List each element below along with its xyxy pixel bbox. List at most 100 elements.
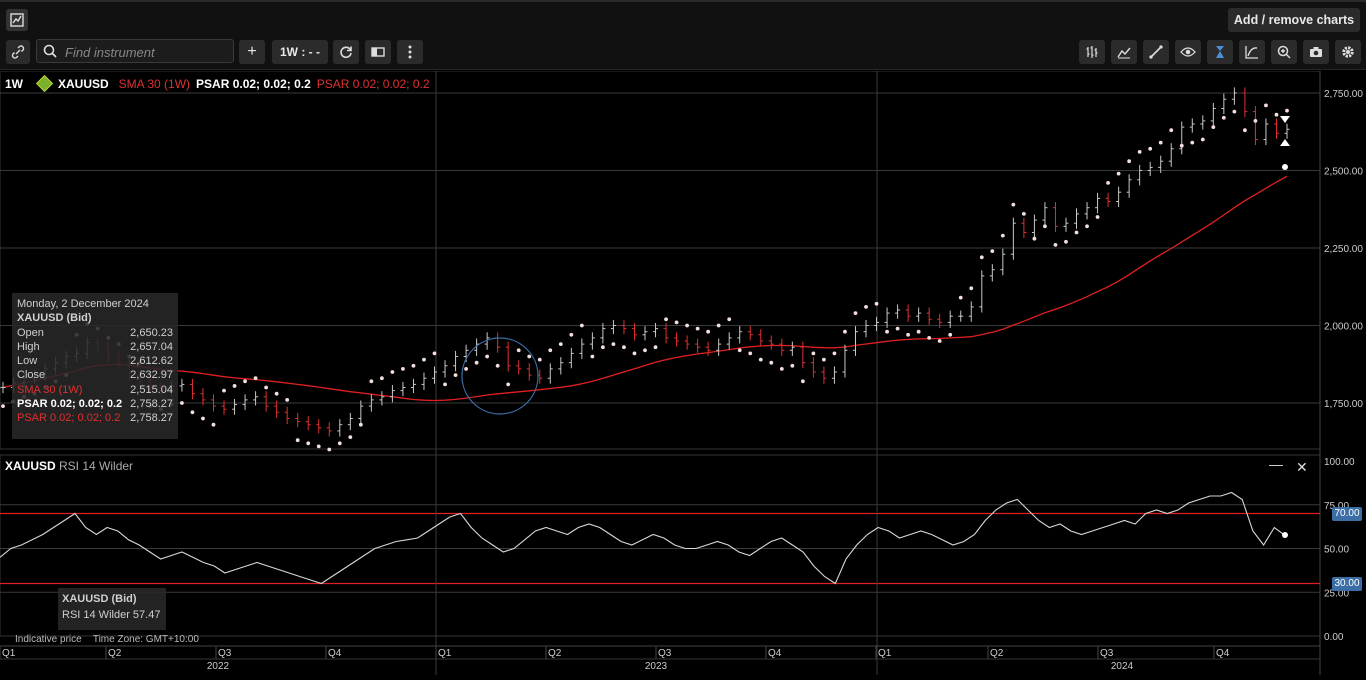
rsi-tick-label: 75.00 — [1324, 501, 1349, 512]
price-tick-label: 2,250.00 — [1324, 244, 1363, 255]
marker-down-icon — [1280, 116, 1290, 123]
link-icon[interactable] — [6, 40, 30, 64]
psar-dot — [748, 351, 753, 356]
psar-dot — [1043, 224, 1047, 229]
psar-dot — [411, 363, 416, 368]
psar-dot — [727, 317, 732, 322]
psar-dot — [422, 357, 426, 362]
psar-dot — [864, 305, 868, 309]
psar-dot — [180, 401, 184, 405]
psar-dot — [337, 441, 342, 446]
psar-dot — [190, 410, 195, 415]
close-panel-icon[interactable]: ✕ — [1296, 459, 1308, 475]
rsi-tick-label: 50.00 — [1324, 545, 1349, 556]
psar-dot — [1274, 112, 1279, 117]
psar-dot — [1179, 143, 1184, 148]
add-instrument-button[interactable]: + — [239, 40, 265, 64]
psar-dot — [1158, 140, 1163, 145]
more-options-icon[interactable] — [397, 40, 423, 64]
pointer-icon[interactable] — [1207, 40, 1233, 64]
draw-line-icon[interactable] — [1143, 40, 1169, 64]
psar-dot — [653, 345, 658, 350]
psar-dot — [569, 332, 574, 337]
psar-dot — [379, 376, 384, 381]
price-tick-label: 1,750.00 — [1324, 399, 1363, 410]
grid: 2,750.00 2,500.00 2,250.00 2,000.00 1,750.00… — [0, 70, 1363, 675]
minimize-panel-icon[interactable]: — — [1269, 456, 1283, 472]
psar-dot — [558, 342, 563, 346]
year-label: 2024 — [1111, 661, 1134, 672]
psar-dot — [1221, 115, 1226, 120]
psar-dot — [495, 363, 500, 368]
chart-menu-icon[interactable] — [6, 9, 28, 31]
psar-dot — [969, 286, 974, 291]
top-bar: Add / remove charts — [0, 0, 1366, 34]
psar-dot — [832, 351, 837, 356]
marker-up-icon — [1280, 139, 1290, 146]
psar-dot — [843, 329, 847, 334]
psar-dot — [927, 336, 932, 340]
rsi-line — [0, 491, 1286, 585]
psar-dot — [1032, 236, 1037, 241]
psar-dot — [790, 363, 795, 368]
quarter-label: Q3 — [1100, 648, 1114, 659]
legend-psar-red[interactable]: PSAR 0.02; 0.02; 0.2 — [316, 76, 430, 91]
psar-dot — [769, 360, 774, 365]
gear-icon[interactable] — [1335, 40, 1361, 64]
legend-psar-white[interactable]: PSAR 0.02; 0.02; 0.2 — [196, 76, 311, 91]
price-tick-label: 2,000.00 — [1324, 322, 1363, 333]
candles-icon[interactable] — [1111, 40, 1137, 64]
psar-dot — [990, 249, 995, 254]
psar-dot — [664, 317, 668, 322]
bars-icon[interactable] — [1079, 40, 1105, 64]
psar-dot — [264, 385, 269, 390]
psar-dot — [390, 370, 395, 374]
psar-dots — [1, 103, 1289, 452]
interval-button[interactable]: 1W : - - — [272, 40, 328, 64]
psar-dot — [1095, 215, 1100, 219]
psar-dot — [485, 354, 490, 359]
psar-dot — [506, 382, 511, 387]
psar-dot — [674, 320, 679, 325]
quarter-label: Q1 — [438, 648, 452, 659]
psar-dot — [464, 367, 468, 371]
psar-dot — [316, 444, 321, 449]
instrument-search[interactable] — [36, 39, 234, 63]
legend-sma[interactable]: SMA 30 (1W) — [118, 76, 191, 91]
price-bars — [0, 87, 1290, 437]
camera-icon[interactable] — [1303, 40, 1329, 64]
quarter-label: Q4 — [768, 648, 782, 659]
layout-icon[interactable] — [365, 40, 391, 64]
quarter-label: Q4 — [1216, 648, 1230, 659]
psar-dot — [201, 416, 205, 421]
psar-dot — [937, 339, 942, 343]
search-input[interactable] — [63, 42, 232, 62]
price-chart-svg[interactable]: 2,750.00 2,500.00 2,250.00 2,000.00 1,750.00… — [0, 70, 1366, 675]
psar-dot — [327, 447, 332, 452]
quarter-label: Q4 — [328, 648, 342, 659]
psar-dot — [211, 422, 216, 427]
psar-dot — [1085, 224, 1089, 229]
price-tick-label: 2,500.00 — [1324, 167, 1363, 178]
add-remove-charts-button[interactable]: Add / remove charts — [1228, 8, 1360, 32]
refresh-icon[interactable] — [333, 40, 359, 64]
chart-area[interactable]: 2,750.00 2,500.00 2,250.00 2,000.00 1,750.00… — [0, 70, 1366, 675]
indicator-icon[interactable] — [1239, 40, 1265, 64]
last-psar-dot — [1282, 164, 1288, 170]
zoom-icon[interactable] — [1271, 40, 1297, 64]
psar-dot — [632, 351, 637, 356]
psar-dot — [1116, 171, 1121, 176]
psar-dot — [622, 345, 626, 350]
psar-dot — [295, 438, 300, 443]
chart-toolbar: + 1W : - - — [0, 34, 1366, 70]
eye-icon[interactable] — [1175, 40, 1201, 64]
psar-dot — [590, 354, 595, 359]
rsi-tick-label: 0.00 — [1324, 632, 1344, 643]
rsi-polyline — [0, 491, 1286, 585]
psar-dot — [358, 422, 363, 427]
tooltip-row-high: High 2,657.04 — [17, 340, 173, 353]
tooltip-row-low: Low 2,612.62 — [17, 355, 173, 368]
psar-dot — [716, 323, 721, 328]
quarter-label: Q2 — [548, 648, 562, 659]
psar-dot — [1, 404, 5, 408]
